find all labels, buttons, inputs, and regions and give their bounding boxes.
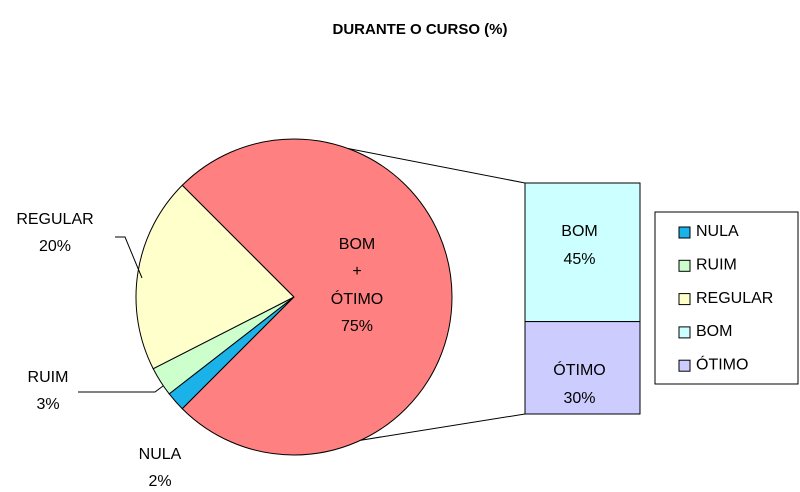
legend-label: ÓTIMO bbox=[696, 354, 748, 373]
slice-label: RUIM bbox=[28, 369, 69, 386]
bar-segment bbox=[524, 321, 641, 415]
bar-label: BOM bbox=[561, 223, 597, 240]
legend-swatch bbox=[678, 293, 691, 306]
legend-swatch bbox=[678, 326, 691, 339]
legend-swatch bbox=[678, 359, 691, 372]
chart-title: DURANTE O CURSO (%) bbox=[333, 21, 508, 38]
legend-swatch bbox=[678, 226, 691, 239]
legend-label: NULA bbox=[696, 223, 739, 240]
bar-value-label: 45% bbox=[563, 251, 595, 268]
bar-segment bbox=[524, 182, 641, 323]
slice-label: NULA bbox=[139, 446, 182, 463]
slice-value-label: 3% bbox=[36, 396, 59, 413]
combined-value-label: 75% bbox=[341, 318, 373, 335]
bar-label: ÓTIMO bbox=[553, 360, 605, 379]
legend-label: RUIM bbox=[696, 257, 737, 274]
legend-label: REGULAR bbox=[696, 290, 773, 307]
pie-slice bbox=[135, 184, 295, 370]
slice-value-label: 20% bbox=[39, 238, 71, 255]
leader-line bbox=[115, 236, 143, 279]
combined-label: + bbox=[352, 263, 361, 280]
legend-label: BOM bbox=[696, 323, 732, 340]
connector-line bbox=[347, 148, 526, 184]
legend-swatch bbox=[678, 259, 691, 272]
bar-value-label: 30% bbox=[563, 390, 595, 407]
combined-label: ÓTIMO bbox=[331, 289, 383, 308]
connector-line bbox=[360, 413, 526, 441]
leader-line bbox=[78, 385, 164, 393]
combined-label: BOM bbox=[339, 236, 375, 253]
slice-value-label: 2% bbox=[148, 473, 171, 487]
pie-slice bbox=[181, 138, 453, 456]
slice-label: REGULAR bbox=[16, 211, 93, 228]
